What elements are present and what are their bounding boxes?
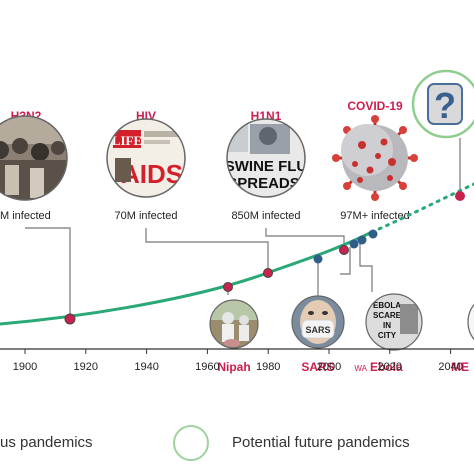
aids-image-text: AIDS [121,159,183,189]
axis-tick-label: 1960 [195,361,219,373]
hiv-event-dot [263,268,273,278]
axis-tick-label: 1980 [256,361,280,373]
ebola-newspaper-photo: EBOLA SCARE IN CITY [365,293,423,351]
axis-tick-label: 1940 [134,361,158,373]
axis-tick-label: 1900 [13,361,37,373]
h1n1-infected: 850M infected [231,210,300,222]
life-logo-text: LIFE [112,133,142,148]
mers-event-dot [349,239,359,249]
hiv-infected: 70M infected [115,210,178,222]
spreads-headline: SPREADS! [227,175,305,192]
axis-tick-label: 2020 [378,361,402,373]
ebola-headline-2: SCARE [373,311,402,320]
sars-photo: SARS [291,295,345,349]
nipah-label: Nipah [217,360,250,374]
legend-future-swatch [173,425,209,461]
ebola-label: Ebola [370,360,403,374]
hiv-magazine-photo: LIFE AIDS [106,118,186,198]
leader-lines-bottom [227,240,373,296]
covid19-virus-illustration [332,115,418,201]
axis-tick-label: 2000 [317,361,341,373]
h1n1-event-dot [339,245,349,255]
covid19-label: COVID-19 [347,99,403,113]
legend-future-label: Potential future pandemics [232,434,410,451]
axis-tick-label: 1920 [74,361,98,373]
ebola-headline-4: CITY [378,331,397,340]
leader-lines-top [25,138,461,318]
future-event-dot [455,191,465,201]
ebola-prefix: WA [354,364,367,373]
axis-ticks: 1900 1920 1940 1960 1980 2000 2020 2040 [13,349,463,373]
mers-label: ME [451,360,469,374]
nipah-event-dot [223,282,233,292]
ebola-headline-1: EBOLA [373,301,401,310]
sars-mask-text: SARS [305,325,330,335]
future-projection-curve [370,182,474,234]
covid-event-dot [368,229,378,239]
swine-flu-headline: SWINE FLU [225,158,308,175]
ebola-headline-3: IN [383,321,391,330]
future-pandemic-question: ? [411,69,474,139]
legend-past-label: us pandemics [0,434,93,451]
ebola-event-dot [357,235,367,245]
h3n2-event-dot [64,313,76,325]
axis-tick-label: 2040 [438,361,462,373]
h3n2-photo [0,115,68,201]
question-mark: ? [434,85,456,126]
covid19-infected: 97M+ infected [340,210,409,222]
h1n1-newspaper-photo: SWINE FLU SPREADS! [225,118,308,198]
h3n2-infected: M infected [0,210,51,222]
nipah-photo [209,299,259,349]
sars-label: SARS [301,360,334,374]
mers-photo [467,294,474,350]
sars-event-dot [313,254,323,264]
